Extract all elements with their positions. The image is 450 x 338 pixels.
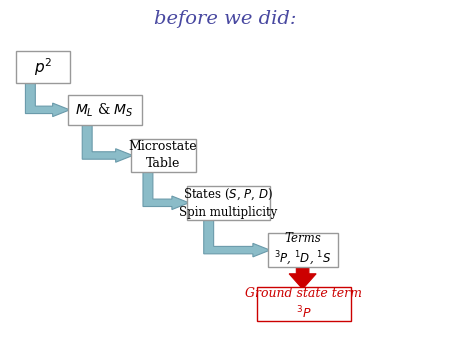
FancyBboxPatch shape	[130, 139, 196, 172]
Text: States ($S$, $P$, $D$)
Spin multiplicity: States ($S$, $P$, $D$) Spin multiplicity	[179, 187, 278, 219]
FancyBboxPatch shape	[16, 51, 70, 83]
FancyBboxPatch shape	[268, 233, 338, 267]
Polygon shape	[289, 265, 316, 289]
Polygon shape	[82, 123, 133, 162]
FancyBboxPatch shape	[187, 186, 270, 220]
Text: $p^2$: $p^2$	[34, 56, 52, 78]
Polygon shape	[204, 218, 270, 257]
Text: Microstate
Table: Microstate Table	[129, 141, 198, 170]
Text: before we did:: before we did:	[154, 10, 296, 28]
Text: Ground state term
$^3P$: Ground state term $^3P$	[245, 287, 362, 322]
FancyBboxPatch shape	[68, 95, 142, 125]
Text: Terms
$^3P$, $^1D$, $^1S$: Terms $^3P$, $^1D$, $^1S$	[274, 232, 331, 268]
Polygon shape	[26, 81, 70, 117]
FancyBboxPatch shape	[256, 287, 351, 321]
Text: $M_L$ & $M_S$: $M_L$ & $M_S$	[75, 101, 134, 119]
Polygon shape	[143, 171, 189, 210]
